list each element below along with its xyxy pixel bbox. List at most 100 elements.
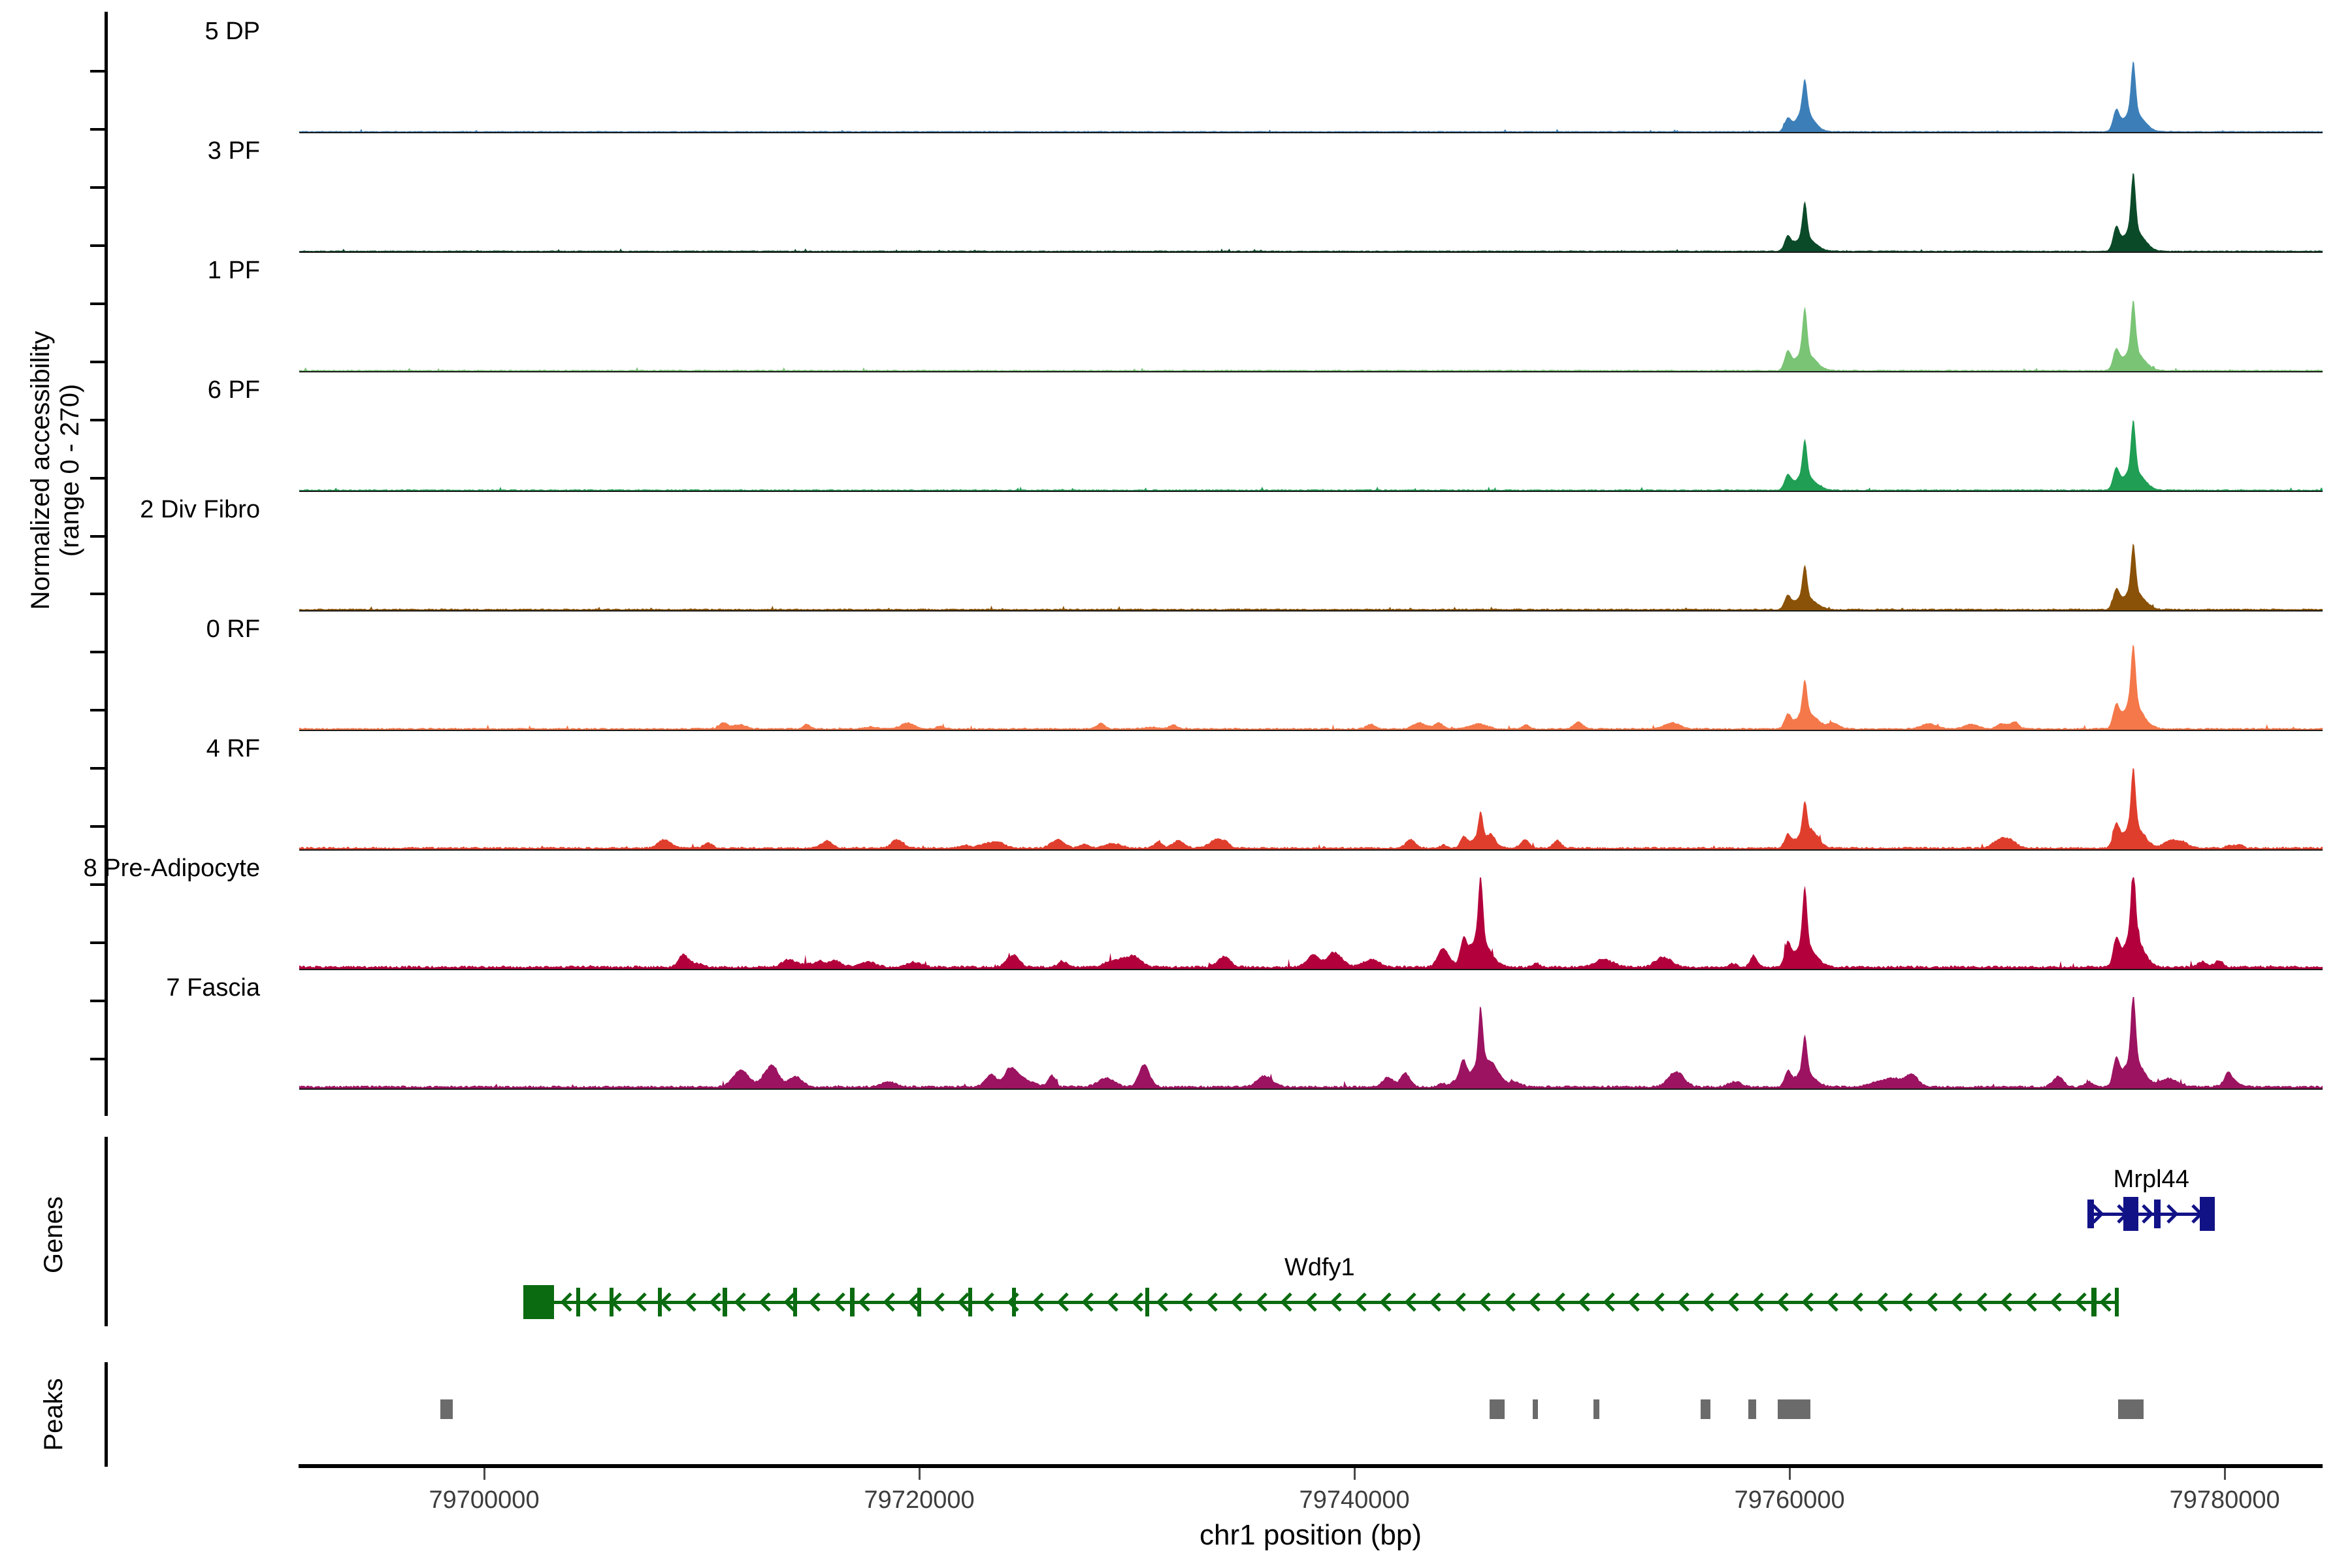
gene-label-wdfy1: Wdfy1 <box>1284 1254 1355 1281</box>
peak-region <box>440 1399 453 1419</box>
x-axis-tick <box>1354 1468 1356 1480</box>
y-axis-tick <box>90 69 105 73</box>
gene-exon <box>2123 1197 2138 1231</box>
gene-exon <box>609 1288 613 1316</box>
x-axis-tick-label: 79720000 <box>864 1486 975 1514</box>
gene-exon <box>723 1288 728 1316</box>
track-label-6-pf: 6 PF <box>207 376 260 404</box>
peaks-axis-caption-text: Peaks <box>39 1378 68 1451</box>
signal-area <box>299 300 2323 371</box>
peak-region <box>1700 1399 1710 1419</box>
x-axis-title: chr1 position (bp) <box>1200 1519 1422 1551</box>
gene-exon <box>2114 1288 2119 1316</box>
signal-area <box>299 544 2323 610</box>
x-axis-line <box>299 1464 2323 1468</box>
gene-label-mrpl44: Mrpl44 <box>2113 1166 2189 1193</box>
signal-area <box>299 644 2323 730</box>
track-baseline <box>299 1088 2323 1090</box>
gene-exon <box>1145 1288 1150 1316</box>
gene-exon <box>576 1288 580 1316</box>
signal-track <box>299 758 2323 851</box>
track-baseline <box>299 491 2323 492</box>
gene-exon <box>1011 1288 1016 1316</box>
track-label-2-div-fibro: 2 Div Fibro <box>140 496 260 523</box>
gene-exon <box>850 1288 855 1316</box>
track-baseline <box>299 132 2323 133</box>
genes-axis-caption: Genes <box>39 1140 69 1330</box>
x-axis-tick <box>919 1468 921 1480</box>
gene-exon <box>2154 1200 2161 1228</box>
y-axis-tick <box>90 534 105 538</box>
peak-region <box>2117 1399 2144 1419</box>
signal-track <box>299 877 2323 970</box>
gene-exon <box>523 1285 554 1319</box>
peaks-axis-spine <box>105 1362 108 1467</box>
track-label-3-pf: 3 PF <box>207 137 260 165</box>
peak-region <box>1593 1399 1599 1419</box>
y-axis-tick <box>90 1058 105 1061</box>
y-axis-tick <box>90 883 105 887</box>
track-label-4-rf: 4 RF <box>206 735 260 762</box>
signal-area <box>299 172 2323 252</box>
track-baseline <box>299 252 2323 253</box>
x-axis-tick-label: 79780000 <box>2169 1486 2280 1514</box>
genes-axis-spine <box>105 1137 108 1326</box>
peak-region <box>1777 1399 1810 1419</box>
signal-track <box>299 519 2323 612</box>
y-axis-tick <box>90 244 105 247</box>
track-label-7-fascia: 7 Fascia <box>166 974 260 1002</box>
gene-intron-line <box>523 1301 2116 1304</box>
y-axis-tick <box>90 651 105 654</box>
y-axis-tick <box>90 302 105 305</box>
peak-region <box>1533 1399 1538 1419</box>
x-axis-tick-label: 79760000 <box>1734 1486 1845 1514</box>
gene-strand-arrows <box>535 1292 2112 1312</box>
track-label-5-dp: 5 DP <box>204 18 260 45</box>
signal-track <box>299 638 2323 731</box>
signal-track <box>299 399 2323 492</box>
track-label-8-pre-adipocyte: 8 Pre-Adipocyte <box>83 855 260 882</box>
gene-exon <box>2087 1200 2094 1228</box>
peak-region <box>1748 1399 1756 1419</box>
gene-exon <box>968 1288 973 1316</box>
gene-exon <box>792 1288 797 1316</box>
gene-exon <box>917 1288 921 1316</box>
y-axis-tick <box>90 127 105 131</box>
y-axis-tick <box>90 709 105 712</box>
track-baseline <box>299 371 2323 372</box>
x-axis-tick-label: 79740000 <box>1299 1486 1410 1514</box>
x-axis-tick <box>483 1468 486 1480</box>
signal-track <box>299 997 2323 1090</box>
signal-area <box>299 768 2323 849</box>
y-axis-tick <box>90 476 105 480</box>
signal-area <box>299 877 2323 969</box>
x-axis-tick <box>1789 1468 1791 1480</box>
track-baseline <box>299 610 2323 612</box>
signal-axis-spine <box>105 12 108 1116</box>
gene-strand-arrows <box>2092 1204 2204 1224</box>
y-axis-tick <box>90 767 105 770</box>
track-label-0-rf: 0 RF <box>206 615 260 643</box>
y-axis-tick <box>90 1000 105 1003</box>
signal-track <box>299 280 2323 372</box>
track-baseline <box>299 730 2323 731</box>
genes-axis-caption-text: Genes <box>39 1196 68 1273</box>
signal-area <box>299 997 2323 1088</box>
x-axis-tick <box>2224 1468 2227 1480</box>
signal-track <box>299 160 2323 253</box>
track-label-1-pf: 1 PF <box>207 257 260 284</box>
gene-exon <box>658 1288 662 1316</box>
y-axis-tick <box>90 418 105 421</box>
track-baseline <box>299 849 2323 851</box>
signal-area <box>299 419 2323 491</box>
y-axis-tick <box>90 186 105 189</box>
signal-area <box>299 61 2323 132</box>
y-axis-tick <box>90 941 105 945</box>
x-axis-tick-label: 79700000 <box>429 1486 540 1514</box>
gene-exon <box>2199 1197 2215 1231</box>
y-axis-tick <box>90 593 105 596</box>
y-axis-tick <box>90 360 105 363</box>
track-baseline <box>299 969 2323 970</box>
peaks-axis-caption: Peaks <box>39 1359 69 1470</box>
gene-exon <box>2091 1288 2097 1316</box>
